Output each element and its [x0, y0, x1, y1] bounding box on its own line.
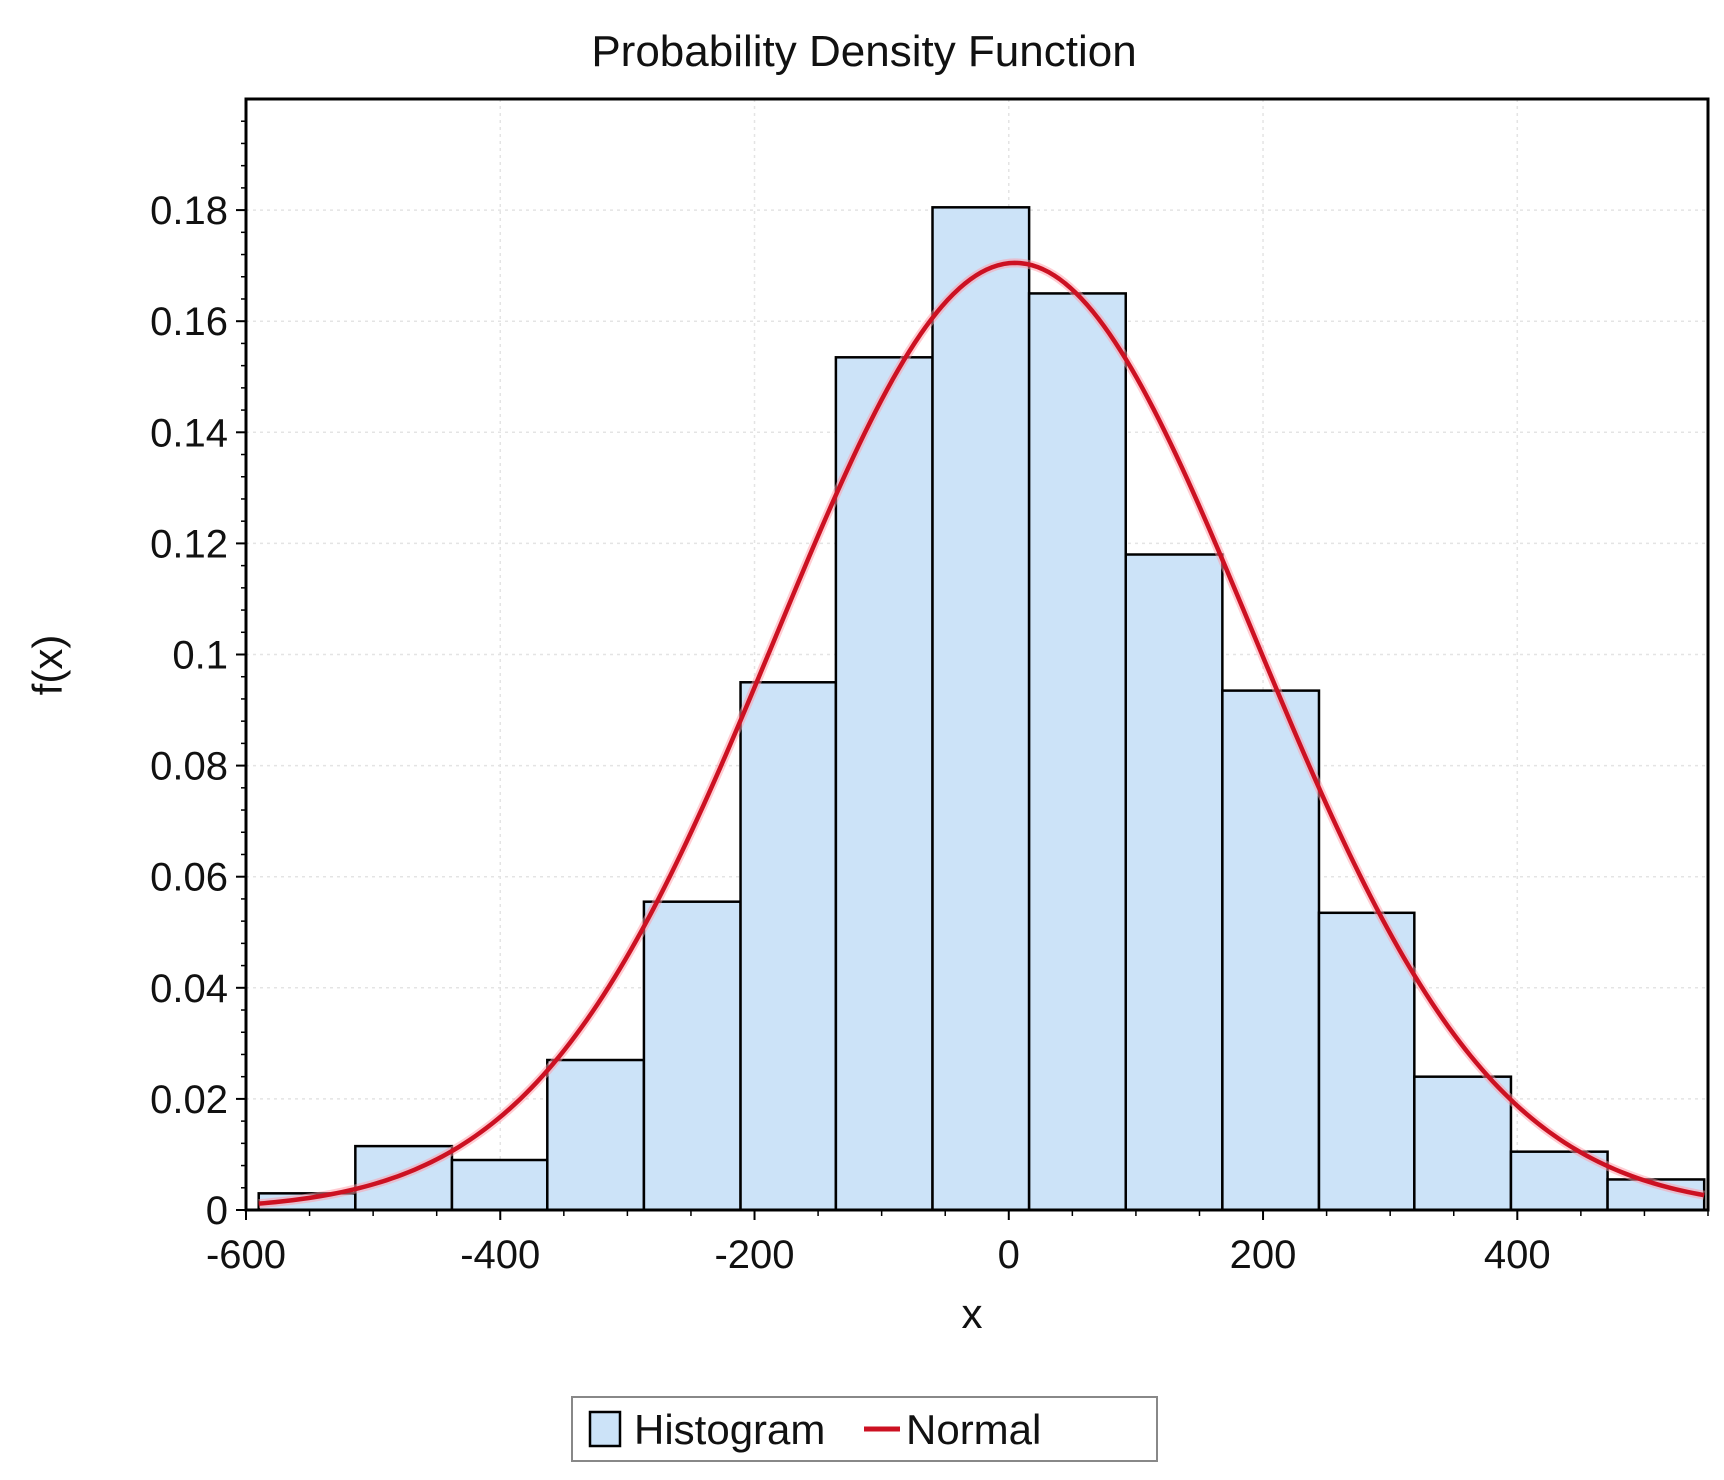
y-tick-label: 0.12: [150, 522, 228, 566]
y-tick-label: 0: [206, 1189, 228, 1233]
x-tick-label: 0: [998, 1233, 1020, 1277]
normal-curve-group: [258, 258, 1706, 1209]
y-tick-label: 0.02: [150, 1078, 228, 1122]
histogram-bar: [1221, 689, 1321, 1212]
x-tick-label: 200: [1230, 1233, 1297, 1277]
y-tick-label: 0.14: [150, 411, 228, 455]
histogram-bar: [931, 206, 1031, 1212]
histogram-bar: [739, 681, 838, 1212]
y-axis-label: f(x): [24, 635, 71, 696]
histogram-bar: [450, 1158, 549, 1212]
y-tick-label: 0.18: [150, 189, 228, 233]
legend-histogram-label: Histogram: [634, 1406, 825, 1453]
histogram-bar: [1317, 911, 1416, 1212]
legend-histogram-swatch: [588, 1410, 622, 1448]
x-tick-labels: -600 -400 -200 0 200 400: [206, 1233, 1551, 1277]
x-tick-label: 400: [1484, 1233, 1551, 1277]
y-tick-label: 0.04: [150, 967, 228, 1011]
histogram-bar: [1027, 292, 1127, 1212]
normal-curve: [258, 260, 1705, 1206]
x-tick-label: -600: [206, 1233, 286, 1277]
legend-normal-label: Normal: [906, 1406, 1041, 1453]
y-tick-label: 0.08: [150, 745, 228, 789]
y-tick-label: 0.06: [150, 856, 228, 900]
histogram-bar: [834, 356, 934, 1212]
histogram-bar: [1124, 553, 1224, 1212]
histogram-bar: [546, 1058, 646, 1212]
legend: Histogram Normal: [571, 1396, 1158, 1462]
x-tick-label: -200: [714, 1233, 794, 1277]
y-tick-label: 0.1: [172, 634, 228, 678]
x-tick-label: -400: [460, 1233, 540, 1277]
chart-title: Probability Density Function: [591, 27, 1136, 76]
legend-box: [571, 1396, 1158, 1462]
histogram-bar: [1413, 1075, 1513, 1212]
x-axis-label: x: [962, 1290, 983, 1337]
axis-ticks: [236, 120, 1709, 1220]
histogram-bar: [642, 900, 742, 1212]
y-tick-labels: 0 0.02 0.04 0.06 0.08 0.1 0.12 0.14 0.16 0.18: [150, 189, 228, 1233]
y-tick-label: 0.16: [150, 300, 228, 344]
